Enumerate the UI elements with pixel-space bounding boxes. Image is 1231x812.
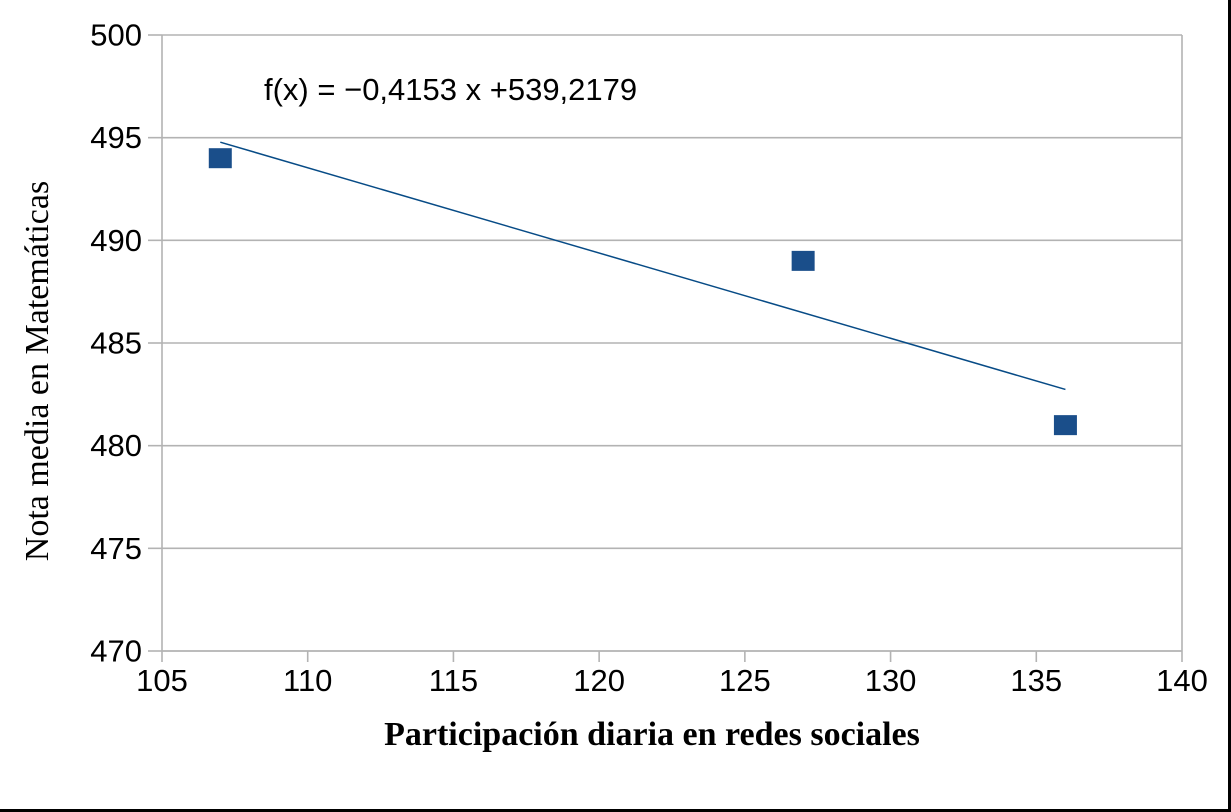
trend-line <box>220 141 1066 391</box>
y-tick-label: 500 <box>90 18 142 53</box>
x-axis-title: Participación diaria en redes sociales <box>384 716 920 753</box>
x-tick-label: 130 <box>865 663 917 698</box>
y-tick-label: 490 <box>90 223 142 258</box>
x-tick-label: 125 <box>719 663 771 698</box>
data-point <box>791 250 815 271</box>
x-tick-label: 120 <box>573 663 625 698</box>
y-tick-label: 475 <box>90 531 142 566</box>
data-point <box>1053 415 1077 436</box>
y-tick-label: 470 <box>90 634 142 669</box>
x-tick-label: 115 <box>429 663 478 698</box>
y-tick-label: 480 <box>90 428 142 463</box>
y-tick-label: 495 <box>90 120 142 155</box>
trendline-equation-label: f(x) = −0,4153 x +539,2179 <box>264 72 638 107</box>
x-tick-label: 105 <box>136 663 188 698</box>
x-tick-label: 110 <box>283 663 332 698</box>
data-point <box>208 148 232 169</box>
x-tick-label: 140 <box>1156 663 1208 698</box>
y-tick-label: 485 <box>90 326 142 361</box>
x-tick-label: 135 <box>1010 663 1062 698</box>
y-axis-title: Nota media en Matemáticas <box>19 180 56 562</box>
